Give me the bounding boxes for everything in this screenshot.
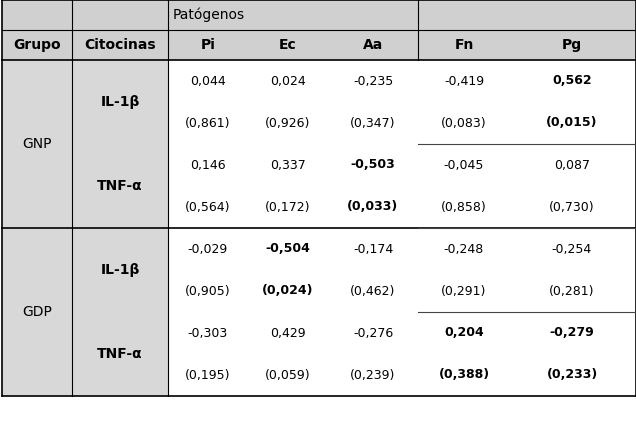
Text: Aa: Aa <box>363 38 383 52</box>
Text: -0,303: -0,303 <box>188 326 228 340</box>
Text: Patógenos: Patógenos <box>173 8 245 22</box>
Text: -0,279: -0,279 <box>550 326 595 340</box>
Bar <box>72 144 168 186</box>
Text: -0,248: -0,248 <box>444 243 484 256</box>
Bar <box>2 186 72 228</box>
Text: (0,233): (0,233) <box>546 368 598 382</box>
Text: Pg: Pg <box>562 38 582 52</box>
Bar <box>72 60 168 102</box>
Text: -0,419: -0,419 <box>444 75 484 87</box>
Bar <box>72 228 168 270</box>
Text: (0,083): (0,083) <box>441 117 487 129</box>
Text: 0,146: 0,146 <box>190 159 226 171</box>
Text: (0,291): (0,291) <box>441 285 487 298</box>
Text: (0,861): (0,861) <box>185 117 231 129</box>
Text: -0,029: -0,029 <box>188 243 228 256</box>
Text: 0,024: 0,024 <box>270 75 306 87</box>
Bar <box>72 354 168 396</box>
Bar <box>2 102 72 144</box>
Bar <box>2 228 72 270</box>
Bar <box>2 270 72 312</box>
Bar <box>72 102 168 144</box>
Text: (0,024): (0,024) <box>262 285 314 298</box>
Bar <box>2 60 72 102</box>
Text: -0,174: -0,174 <box>353 243 393 256</box>
Text: 0,429: 0,429 <box>270 326 306 340</box>
Text: (0,905): (0,905) <box>185 285 231 298</box>
Text: (0,195): (0,195) <box>185 368 231 382</box>
Text: (0,347): (0,347) <box>350 117 396 129</box>
Text: (0,730): (0,730) <box>550 201 595 214</box>
Text: (0,239): (0,239) <box>350 368 396 382</box>
Bar <box>2 312 72 354</box>
Bar <box>72 312 168 354</box>
Text: (0,926): (0,926) <box>265 117 311 129</box>
Text: 0,087: 0,087 <box>554 159 590 171</box>
Bar <box>2 144 72 186</box>
Bar <box>72 270 168 312</box>
Text: -0,254: -0,254 <box>552 243 592 256</box>
Text: (0,172): (0,172) <box>265 201 311 214</box>
Text: 0,044: 0,044 <box>190 75 226 87</box>
Text: GNP: GNP <box>22 137 52 151</box>
Text: (0,462): (0,462) <box>350 285 396 298</box>
Bar <box>2 354 72 396</box>
Text: (0,015): (0,015) <box>546 117 598 129</box>
Text: IL-1β: IL-1β <box>100 95 140 109</box>
Text: Fn: Fn <box>454 38 474 52</box>
Text: (0,033): (0,033) <box>347 201 399 214</box>
Text: Ec: Ec <box>279 38 297 52</box>
Text: TNF-α: TNF-α <box>97 179 143 193</box>
Text: Pi: Pi <box>200 38 216 52</box>
Text: (0,858): (0,858) <box>441 201 487 214</box>
Text: Grupo: Grupo <box>13 38 61 52</box>
Text: -0,276: -0,276 <box>353 326 393 340</box>
Text: -0,235: -0,235 <box>353 75 393 87</box>
Text: GDP: GDP <box>22 305 52 319</box>
Text: (0,564): (0,564) <box>185 201 231 214</box>
Text: -0,503: -0,503 <box>350 159 396 171</box>
Text: IL-1β: IL-1β <box>100 263 140 277</box>
Text: 0,204: 0,204 <box>444 326 484 340</box>
Bar <box>72 186 168 228</box>
Text: TNF-α: TNF-α <box>97 347 143 361</box>
Text: Citocinas: Citocinas <box>84 38 156 52</box>
Text: (0,388): (0,388) <box>438 368 490 382</box>
Bar <box>2 0 636 60</box>
Text: 0,337: 0,337 <box>270 159 306 171</box>
Text: -0,504: -0,504 <box>266 243 310 256</box>
Text: (0,281): (0,281) <box>550 285 595 298</box>
Text: (0,059): (0,059) <box>265 368 311 382</box>
Text: -0,045: -0,045 <box>444 159 484 171</box>
Text: 0,562: 0,562 <box>552 75 592 87</box>
